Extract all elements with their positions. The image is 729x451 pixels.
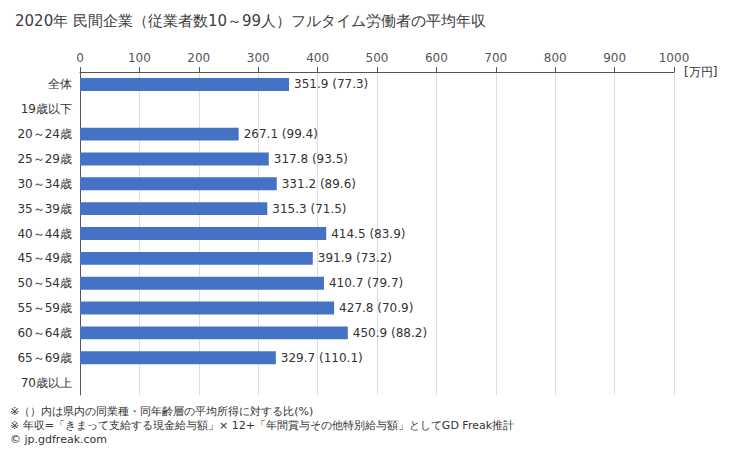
svg-text:450.9 (88.2): 450.9 (88.2) <box>353 326 427 340</box>
svg-text:315.3 (71.5): 315.3 (71.5) <box>272 202 346 216</box>
svg-text:700: 700 <box>484 51 507 65</box>
svg-text:全体: 全体 <box>48 77 72 91</box>
svg-text:900: 900 <box>603 51 626 65</box>
svg-text:400: 400 <box>306 51 329 65</box>
svg-text:1000: 1000 <box>659 51 690 65</box>
svg-text:25～29歳: 25～29歳 <box>17 152 72 166</box>
svg-text:200: 200 <box>187 51 210 65</box>
svg-text:329.7 (110.1): 329.7 (110.1) <box>281 351 363 365</box>
svg-text:500: 500 <box>366 51 389 65</box>
svg-text:30～34歳: 30～34歳 <box>17 177 72 191</box>
svg-text:410.7 (79.7): 410.7 (79.7) <box>329 276 403 290</box>
svg-text:20～24歳: 20～24歳 <box>17 127 72 141</box>
svg-text:0: 0 <box>76 51 84 65</box>
svg-text:427.8 (70.9): 427.8 (70.9) <box>339 301 413 315</box>
svg-text:391.9 (73.2): 391.9 (73.2) <box>318 251 392 265</box>
svg-text:2020年 民間企業（従業者数10～99人）フルタイム労働者: 2020年 民間企業（従業者数10～99人）フルタイム労働者の平均年収 <box>15 12 486 30</box>
svg-text:[万円]: [万円] <box>684 65 717 79</box>
svg-text:55～59歳: 55～59歳 <box>17 301 72 315</box>
svg-text:© jp.gdfreak.com: © jp.gdfreak.com <box>10 433 107 446</box>
svg-text:19歳以下: 19歳以下 <box>21 102 72 116</box>
svg-text:※（）内は県内の同業種・同年齢層の平均所得に対する比(%): ※（）内は県内の同業種・同年齢層の平均所得に対する比(%) <box>10 405 313 418</box>
svg-text:50～54歳: 50～54歳 <box>17 276 72 290</box>
svg-text:45～49歳: 45～49歳 <box>17 251 72 265</box>
svg-text:60～64歳: 60～64歳 <box>17 326 72 340</box>
svg-text:414.5 (83.9): 414.5 (83.9) <box>331 227 405 241</box>
svg-text:※ 年収=「きまって支給する現金給与額」× 12+「年間賞与: ※ 年収=「きまって支給する現金給与額」× 12+「年間賞与その他特別給与額」と… <box>10 419 514 432</box>
svg-text:267.1 (99.4): 267.1 (99.4) <box>244 127 318 141</box>
svg-text:65～69歳: 65～69歳 <box>17 351 72 365</box>
svg-text:70歳以上: 70歳以上 <box>21 376 72 390</box>
svg-text:351.9 (77.3): 351.9 (77.3) <box>294 77 368 91</box>
svg-text:800: 800 <box>544 51 567 65</box>
svg-text:40～44歳: 40～44歳 <box>17 227 72 241</box>
svg-text:317.8 (93.5): 317.8 (93.5) <box>274 152 348 166</box>
svg-text:331.2 (89.6): 331.2 (89.6) <box>282 177 356 191</box>
svg-text:300: 300 <box>247 51 270 65</box>
svg-text:35～39歳: 35～39歳 <box>17 202 72 216</box>
svg-text:100: 100 <box>128 51 151 65</box>
svg-text:600: 600 <box>425 51 448 65</box>
